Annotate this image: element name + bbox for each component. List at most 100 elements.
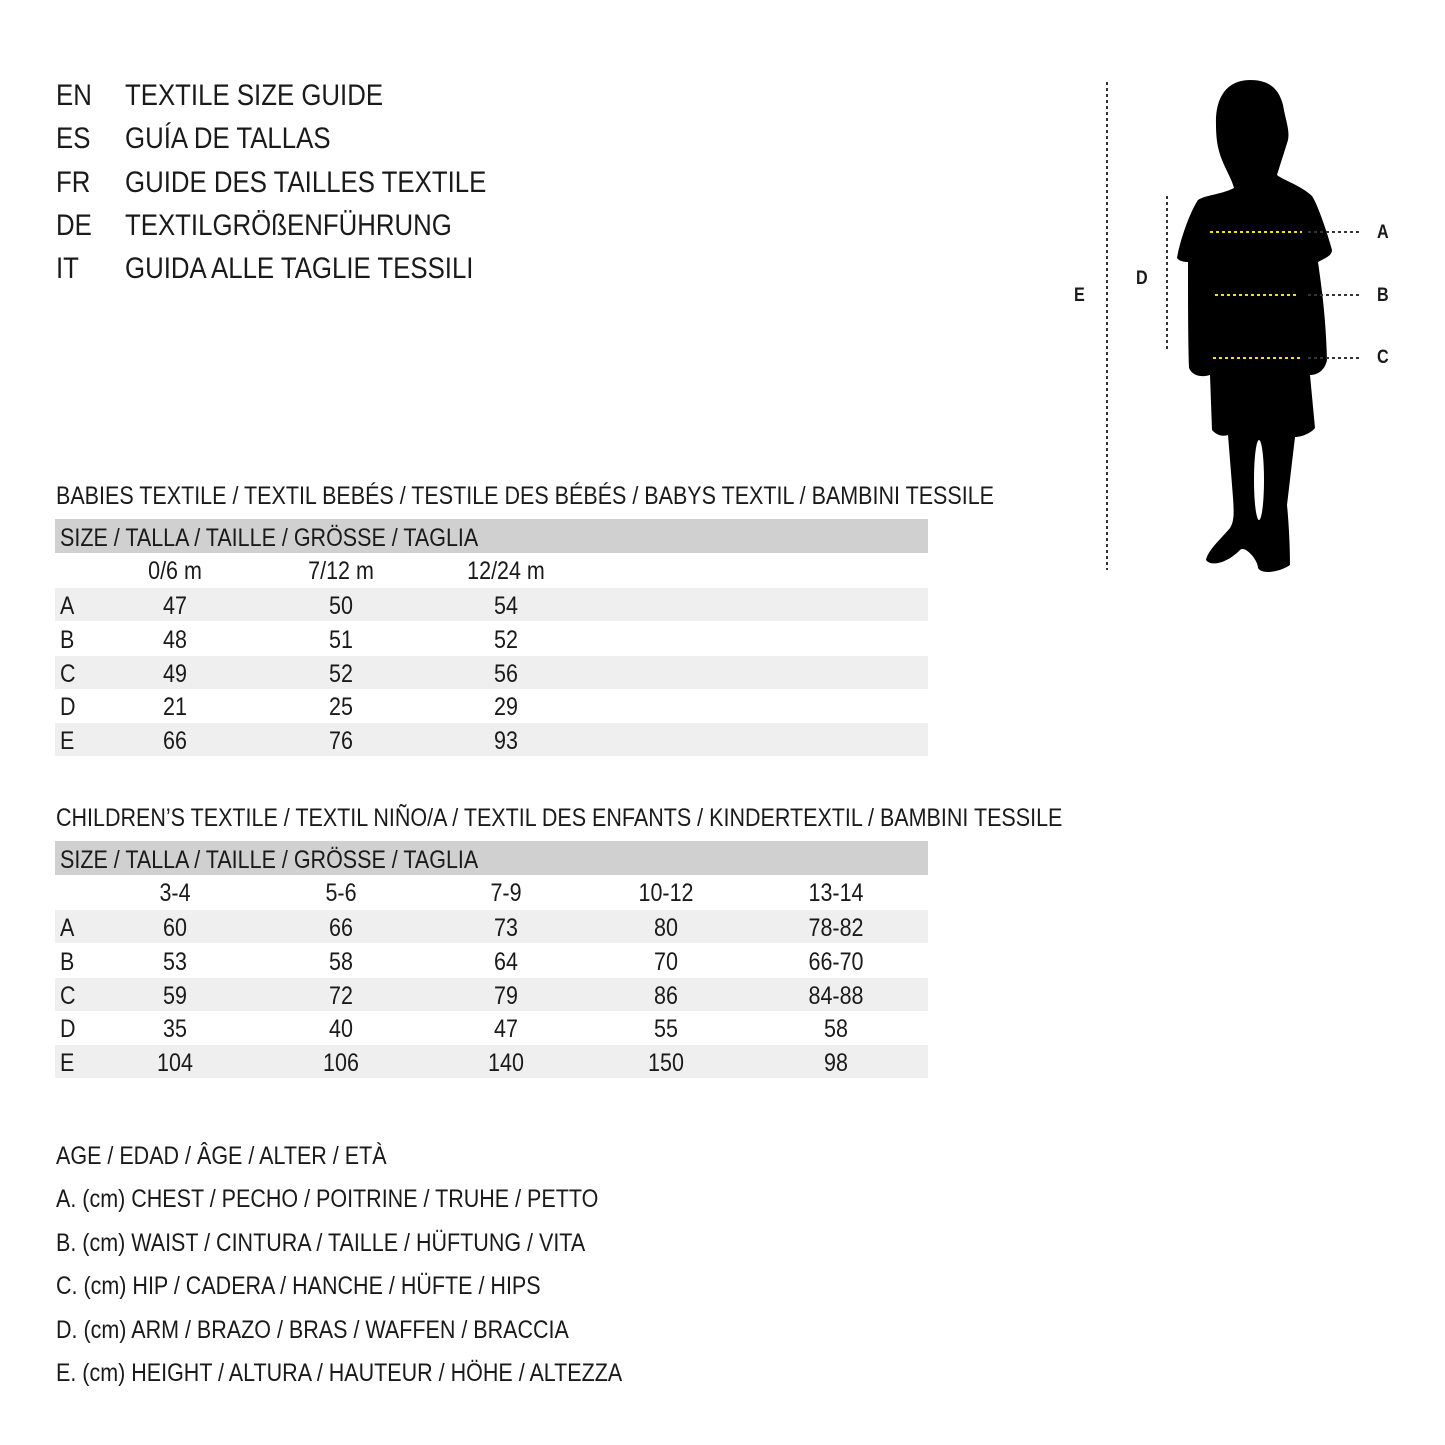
row-label: D bbox=[60, 693, 76, 722]
table-cell: 64 bbox=[494, 947, 518, 976]
table-cell: 84-88 bbox=[808, 981, 864, 1010]
table-cell: 76 bbox=[329, 727, 353, 756]
table-cell: 86 bbox=[654, 981, 678, 1010]
table-cell: 47 bbox=[494, 1015, 518, 1044]
table-cell: 52 bbox=[329, 659, 353, 688]
column-header: 7-9 bbox=[490, 879, 522, 907]
child-silhouette-icon bbox=[1177, 80, 1332, 572]
language-code: FR bbox=[56, 165, 91, 199]
column-header: 13-14 bbox=[808, 879, 864, 907]
language-code: ES bbox=[56, 122, 91, 156]
table-cell: 140 bbox=[488, 1049, 524, 1078]
table-cell: 47 bbox=[163, 592, 187, 620]
table-row: D 21 25 29 bbox=[55, 689, 928, 722]
row-label: E bbox=[60, 1049, 75, 1078]
column-header: 3-4 bbox=[159, 879, 191, 907]
table-cell: 70 bbox=[654, 947, 678, 976]
column-header-row: 3-4 5-6 7-9 10-12 13-14 bbox=[55, 875, 928, 908]
table-cell: 54 bbox=[494, 592, 518, 620]
table-cell: 93 bbox=[494, 727, 518, 756]
table-cell: 59 bbox=[163, 981, 187, 1010]
table-cell: 80 bbox=[654, 914, 678, 942]
table-cell: 21 bbox=[163, 693, 187, 722]
table-cell: 51 bbox=[329, 625, 353, 654]
legend-line: B. (cm) WAIST / CINTURA / TAILLE / HÜFTU… bbox=[56, 1228, 586, 1257]
table-cell: 66 bbox=[329, 914, 353, 942]
language-code: EN bbox=[56, 79, 92, 112]
row-label: C bbox=[60, 981, 76, 1010]
table-cell: 55 bbox=[654, 1015, 678, 1044]
table-cell: 78-82 bbox=[808, 914, 864, 942]
legend-line: D. (cm) ARM / BRAZO / BRAS / WAFFEN / BR… bbox=[56, 1315, 569, 1344]
table-cell: 48 bbox=[163, 625, 187, 654]
table-row: A 60 66 73 80 78-82 bbox=[55, 910, 928, 943]
table-cell: 79 bbox=[494, 981, 518, 1010]
label-b: B bbox=[1377, 285, 1389, 306]
table-cell: 52 bbox=[494, 625, 518, 654]
table-cell: 73 bbox=[494, 914, 518, 942]
label-e: E bbox=[1073, 285, 1085, 306]
legend-line: AGE / EDAD / ÂGE / ALTER / ETÀ bbox=[56, 1142, 387, 1170]
row-label: B bbox=[60, 947, 75, 976]
row-label: B bbox=[60, 625, 75, 654]
table-row: C 49 52 56 bbox=[55, 655, 928, 689]
table-row: E 104 106 140 150 98 bbox=[55, 1045, 928, 1079]
row-label: E bbox=[60, 727, 75, 756]
table-cell: 58 bbox=[824, 1015, 848, 1044]
legend-line: E. (cm) HEIGHT / ALTURA / HAUTEUR / HÖHE… bbox=[56, 1359, 623, 1387]
label-d: D bbox=[1136, 268, 1148, 289]
size-header-bar: SIZE / TALLA / TAILLE / GRÖSSE / TAGLIA bbox=[55, 841, 928, 875]
table-cell: 104 bbox=[157, 1049, 193, 1078]
legend-line: A. (cm) CHEST / PECHO / POITRINE / TRUHE… bbox=[56, 1185, 599, 1214]
size-header-label: SIZE / TALLA / TAILLE / GRÖSSE / TAGLIA bbox=[60, 524, 479, 552]
leg-gap bbox=[1254, 440, 1264, 520]
language-code: DE bbox=[56, 208, 92, 242]
table-cell: 50 bbox=[329, 592, 353, 620]
column-header: 5-6 bbox=[325, 879, 357, 907]
table-row: B 53 58 64 70 66-70 bbox=[55, 944, 928, 977]
table-cell: 66 bbox=[163, 727, 187, 756]
table-row: C 59 72 79 86 84-88 bbox=[55, 977, 928, 1011]
legend-line: C. (cm) HIP / CADERA / HANCHE / HÜFTE / … bbox=[56, 1272, 541, 1301]
row-label: A bbox=[60, 592, 75, 620]
guide-title: GUIDE DES TAILLES TEXTILE bbox=[125, 165, 487, 199]
guide-title: GUÍA DE TALLAS bbox=[125, 122, 331, 156]
guide-title: TEXTILE SIZE GUIDE bbox=[125, 79, 384, 112]
size-header-label: SIZE / TALLA / TAILLE / GRÖSSE / TAGLIA bbox=[60, 846, 479, 874]
table-cell: 60 bbox=[163, 914, 187, 942]
table-row: D 35 40 47 55 58 bbox=[55, 1011, 928, 1044]
table-cell: 98 bbox=[824, 1049, 848, 1078]
section-title: BABIES TEXTILE / TEXTIL BEBÉS / TESTILE … bbox=[56, 482, 994, 510]
label-c: C bbox=[1377, 347, 1389, 368]
guide-title: TEXTILGRÖßENFÜHRUNG bbox=[125, 208, 452, 242]
row-label: D bbox=[60, 1015, 76, 1044]
table-cell: 49 bbox=[163, 659, 187, 688]
table-cell: 53 bbox=[163, 947, 187, 976]
size-header-bar: SIZE / TALLA / TAILLE / GRÖSSE / TAGLIA bbox=[55, 519, 928, 553]
table-row: E 66 76 93 bbox=[55, 723, 928, 757]
table-cell: 72 bbox=[329, 981, 353, 1010]
column-header: 0/6 m bbox=[148, 557, 202, 585]
table-cell: 25 bbox=[329, 693, 353, 722]
column-header: 10-12 bbox=[638, 879, 694, 907]
table-cell: 66-70 bbox=[808, 947, 864, 976]
row-label: A bbox=[60, 914, 75, 942]
table-row: A 47 50 54 bbox=[55, 588, 928, 621]
table-cell: 29 bbox=[494, 693, 518, 722]
row-label: C bbox=[60, 659, 76, 688]
table-cell: 56 bbox=[494, 659, 518, 688]
column-header: 12/24 m bbox=[467, 557, 545, 585]
table-cell: 150 bbox=[648, 1049, 684, 1078]
table-cell: 35 bbox=[163, 1015, 187, 1044]
table-cell: 58 bbox=[329, 947, 353, 976]
language-code: IT bbox=[56, 252, 79, 286]
table-row: B 48 51 52 bbox=[55, 622, 928, 655]
section-title: CHILDREN’S TEXTILE / TEXTIL NIÑO/A / TEX… bbox=[56, 804, 1063, 832]
column-header-row: 0/6 m 7/12 m 12/24 m bbox=[55, 553, 928, 586]
table-cell: 40 bbox=[329, 1015, 353, 1044]
label-a: A bbox=[1377, 222, 1389, 243]
column-header: 7/12 m bbox=[308, 557, 374, 585]
measurement-figure bbox=[1106, 80, 1362, 572]
table-cell: 106 bbox=[323, 1049, 359, 1078]
guide-title: GUIDA ALLE TAGLIE TESSILI bbox=[125, 252, 474, 286]
